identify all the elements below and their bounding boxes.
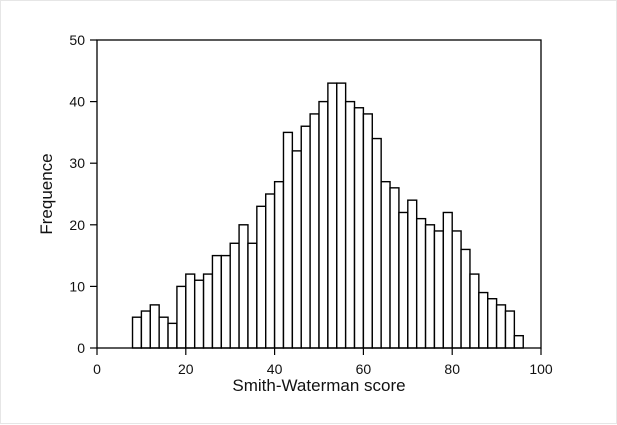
histogram-bar	[158, 316, 169, 349]
y-tick-label: 50	[69, 32, 85, 48]
histogram-bar	[131, 316, 143, 349]
histogram-bar	[291, 150, 302, 349]
histogram-bar	[371, 137, 382, 349]
histogram-bar	[229, 242, 240, 349]
histogram-bar	[211, 254, 223, 349]
histogram-bar	[433, 230, 445, 349]
x-tick-label: 20	[178, 361, 194, 377]
histogram-bar	[336, 82, 347, 349]
histogram-bar	[513, 334, 524, 349]
histogram-bar	[398, 211, 409, 349]
histogram-bar	[193, 279, 205, 349]
histogram-bar	[282, 131, 294, 349]
histogram-bar	[140, 310, 151, 349]
histogram-bar	[256, 205, 267, 349]
y-tick-label: 40	[69, 94, 85, 110]
histogram-bar	[247, 242, 258, 349]
histogram-bar	[176, 285, 187, 349]
histogram-bar	[309, 113, 320, 349]
histogram-bar	[300, 125, 311, 349]
y-tick-label: 0	[77, 340, 85, 356]
histogram-bar	[424, 224, 436, 349]
x-tick-label: 40	[267, 361, 283, 377]
histogram-bar	[478, 291, 489, 349]
histogram-bar	[460, 248, 471, 349]
histogram-bar	[389, 187, 400, 349]
y-tick-label: 20	[69, 217, 85, 233]
x-tick-label: 80	[444, 361, 460, 377]
x-tick-label: 0	[93, 361, 101, 377]
histogram-bar	[273, 180, 285, 349]
histogram-bar	[353, 107, 365, 349]
plot-area-border	[96, 39, 542, 349]
histogram-bar	[362, 113, 373, 349]
histogram-bars	[131, 82, 524, 349]
histogram-bar	[344, 100, 356, 349]
histogram-bar	[407, 199, 418, 349]
y-axis-ticks: 0 10 20 30 40 50	[69, 32, 97, 356]
histogram-bar	[451, 230, 462, 349]
y-tick-label: 30	[69, 155, 85, 171]
histogram-bar	[202, 273, 214, 349]
x-axis-ticks: 0 20 40 60 80 100	[93, 348, 553, 377]
x-tick-label: 60	[356, 361, 372, 377]
y-tick-label: 10	[69, 278, 85, 294]
histogram-bar	[442, 211, 453, 349]
histogram-bar	[495, 304, 507, 349]
histogram-bar	[265, 193, 276, 349]
histogram-bar	[327, 82, 338, 349]
histogram-bar	[504, 310, 516, 349]
histogram-bar	[185, 273, 196, 349]
histogram-bar	[167, 322, 178, 349]
histogram-bar	[380, 180, 391, 349]
histogram-bar	[318, 100, 329, 349]
histogram-bar	[149, 304, 160, 349]
histogram-bar	[220, 254, 231, 349]
histogram-bar	[487, 298, 498, 349]
histogram-bar	[238, 224, 249, 349]
x-axis-label: Smith-Waterman score	[232, 376, 405, 395]
x-tick-label: 100	[529, 361, 553, 377]
y-axis-label: Frequence	[37, 153, 56, 234]
histogram-bar	[415, 217, 427, 349]
histogram-bar	[469, 273, 480, 349]
